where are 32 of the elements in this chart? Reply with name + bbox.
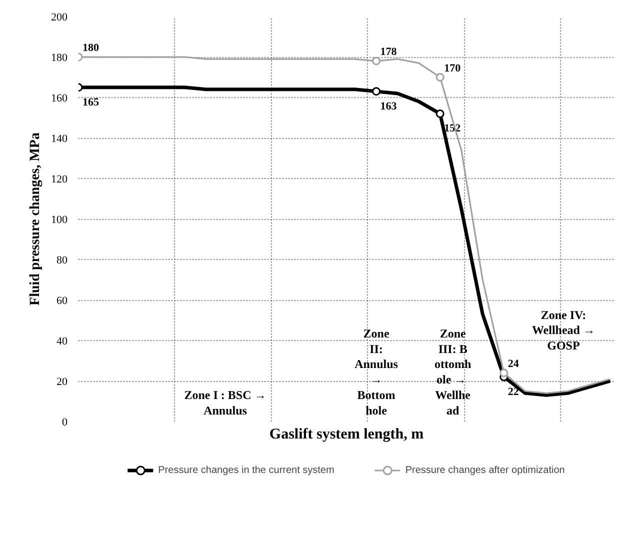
y-tick-label: 80 <box>56 254 68 266</box>
y-tick-label: 0 <box>62 416 68 428</box>
y-tick-label: 180 <box>51 52 68 64</box>
data-label: 152 <box>444 122 462 135</box>
y-tick-label: 160 <box>51 92 68 104</box>
data-label: 24 <box>508 358 520 370</box>
annotation: Zone I : BSC → Annulus <box>184 388 266 418</box>
data-label: 180 <box>82 42 100 54</box>
point <box>436 73 444 82</box>
legend-label: Pressure changes after optimization <box>405 464 565 476</box>
data-label: 170 <box>444 62 462 74</box>
data-label: 165 <box>82 96 100 108</box>
point <box>372 87 381 96</box>
y-tick-label: 140 <box>51 133 68 145</box>
y-tick-label: 20 <box>56 376 68 388</box>
y-tick-label: 40 <box>56 336 68 348</box>
data-label: 163 <box>380 100 398 112</box>
annotation: Zone II: Annulus → Bottom hole <box>354 326 398 418</box>
y-tick-label: 60 <box>56 295 68 307</box>
annotation: Zone IV: Wellhead → GOSP <box>532 308 595 353</box>
point <box>500 368 508 378</box>
y-tick-label: 200 <box>51 12 68 24</box>
point <box>436 109 444 118</box>
y-axis-title: Fluid pressure changes, MPa <box>28 132 43 306</box>
y-tick-label: 100 <box>51 214 68 226</box>
point <box>372 56 381 66</box>
data-label: 22 <box>508 386 520 398</box>
annotation: Zone III: Bottomhole → Wellhead <box>434 326 472 418</box>
x-axis-title: Gaslift system length, m <box>269 426 424 442</box>
y-tick-label: 120 <box>51 174 68 186</box>
data-label: 178 <box>380 46 398 58</box>
legend-label: Pressure changes in the current system <box>158 464 334 476</box>
